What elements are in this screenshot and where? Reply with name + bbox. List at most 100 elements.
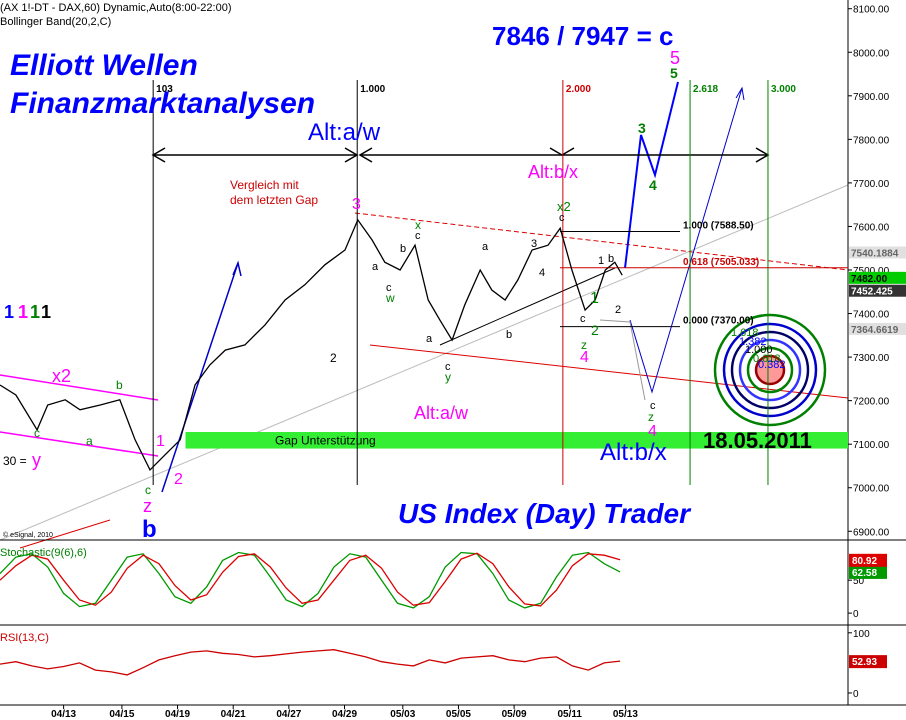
annotation: 1 [18, 302, 28, 322]
annotation: Finanzmarktanalysen [10, 87, 315, 120]
annotation: Elliott Wellen [10, 49, 198, 82]
cycle-label: 103 [156, 84, 173, 95]
annotation: 1.618 [731, 327, 759, 339]
y-tick-label: 7000.00 [853, 484, 890, 495]
y-tick-label: 7300.00 [853, 353, 890, 364]
annotation: c [445, 361, 451, 373]
annotation: 1.382 [739, 336, 767, 348]
price-tag-label: 7452.425 [851, 287, 893, 298]
last-value-label: 52.93 [852, 657, 877, 668]
circle [746, 346, 794, 394]
y-tick-label: 7800.00 [853, 135, 890, 146]
price-tag [849, 322, 906, 335]
annotation: 1 [156, 433, 165, 450]
x-tick-label: 04/21 [221, 709, 246, 720]
annotation: a [426, 333, 433, 345]
x-tick-label: 05/09 [502, 709, 527, 720]
trend-line [439, 267, 616, 346]
x-tick-label: 05/13 [613, 709, 638, 720]
annotation: dem letzten Gap [230, 193, 318, 207]
annotation: z [143, 496, 152, 516]
annotation: 4 [649, 177, 657, 193]
annotation: 30 = [3, 454, 27, 468]
annotation: 2 [174, 471, 183, 488]
annotation: 1 [41, 302, 51, 322]
cycle-label: 3.000 [771, 84, 796, 95]
annotation: c [386, 282, 392, 294]
circle [713, 313, 827, 427]
cycle-label: 2.000 [566, 84, 591, 95]
price-tag [849, 284, 906, 297]
circle [730, 330, 810, 410]
annotation: Alt:a/w [308, 119, 381, 146]
annotation: 5 [670, 48, 680, 68]
annotation: a [372, 261, 379, 273]
channel-line [19, 519, 111, 549]
annotation: z [648, 410, 654, 424]
annotation: x [415, 218, 421, 232]
y-tick-label: 8000.00 [853, 48, 890, 59]
x-tick-label: 05/03 [390, 709, 415, 720]
annotation: c [580, 313, 586, 325]
annotation: 0.618 [753, 353, 781, 365]
annotation: Alt:b/x [600, 439, 667, 466]
annotation: b [400, 243, 406, 255]
circle [738, 338, 802, 402]
last-value-label: 80.92 [852, 556, 877, 567]
annotation: a [86, 434, 93, 448]
x-tick-label: 04/13 [51, 709, 76, 720]
price-tag-label: 7540.1884 [851, 248, 899, 259]
channel-line [354, 212, 849, 271]
annotation: 1 [4, 302, 14, 322]
y-tick-label: 7900.00 [853, 92, 890, 103]
band-label: Gap Unterstützung [275, 433, 376, 447]
last-value-box [849, 655, 887, 669]
y-tick-label: 8100.00 [853, 5, 890, 16]
annotation: 1 [30, 302, 40, 322]
annotation: w [385, 291, 395, 305]
trend-line [0, 184, 849, 541]
y-tick-label: 0 [853, 689, 859, 700]
price-tag-label: 7482.00 [851, 274, 888, 285]
projection [599, 319, 646, 401]
series-line [0, 551, 621, 609]
panel-subtitle: Bollinger Band(20,2,C) [0, 16, 111, 28]
annotation: x2 [557, 199, 571, 214]
annotation: x2 [52, 366, 71, 386]
annotation: b [608, 253, 614, 265]
projection [629, 87, 743, 394]
annotation: 0.382 [758, 359, 786, 371]
annotation: 2 [330, 351, 337, 365]
annotation: © eSignal, 2010 [3, 531, 53, 539]
annotation: c [34, 426, 40, 440]
annotation: 1 [598, 255, 604, 267]
annotation: 18.05.2011 [703, 428, 812, 453]
annotation: 3 [531, 238, 537, 250]
annotation: Vergleich mit [230, 178, 299, 192]
y-tick-label: 0 [853, 609, 859, 620]
series-line [0, 649, 621, 676]
circle [722, 322, 818, 418]
last-value-box [849, 565, 887, 579]
channel-line [0, 374, 159, 401]
annotation: z [581, 338, 587, 352]
annotation: Alt:b/x [528, 162, 578, 182]
x-tick-label: 04/27 [276, 709, 301, 720]
arrow-head [232, 260, 242, 277]
annotation: 1.000 [745, 344, 773, 356]
y-tick-label: 7500.00 [853, 266, 890, 277]
annotation: c [145, 483, 151, 497]
arrow-head [549, 147, 575, 156]
annotation: b [142, 516, 157, 543]
last-value-label: 62.58 [852, 568, 877, 579]
y-tick-label: 100 [853, 629, 870, 640]
y-tick-label: 7200.00 [853, 397, 890, 408]
annotation: 2 [591, 322, 599, 338]
x-tick-label: 05/05 [446, 709, 471, 720]
x-tick-label: 04/15 [109, 709, 134, 720]
target-circles [713, 313, 827, 427]
annotation: 3 [638, 120, 646, 136]
